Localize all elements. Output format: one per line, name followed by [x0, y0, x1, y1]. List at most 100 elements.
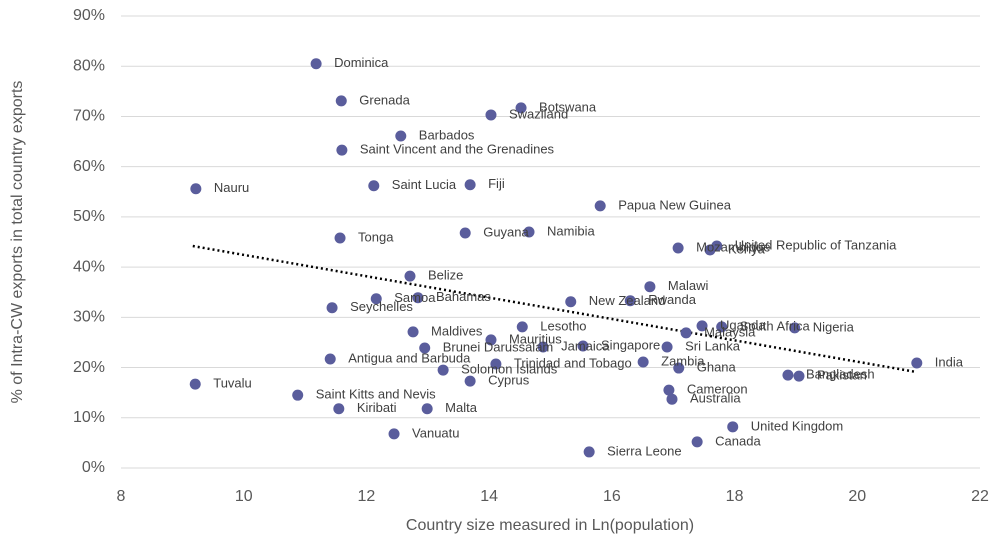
point — [711, 240, 723, 252]
y-tick-label: 90% — [73, 7, 105, 24]
y-tick-label: 20% — [73, 359, 105, 376]
point — [421, 403, 433, 415]
point-label: Tuvalu — [213, 376, 252, 391]
point — [789, 322, 801, 334]
point — [727, 421, 739, 433]
point — [666, 393, 678, 405]
point-label: Saint Vincent and the Grenadines — [360, 142, 555, 157]
point-label: Guyana — [483, 224, 529, 239]
point — [437, 364, 449, 376]
point — [334, 232, 346, 244]
y-tick-label: 40% — [73, 258, 105, 275]
point-label: Maldives — [431, 323, 483, 338]
point-label: Saint Lucia — [392, 177, 457, 192]
x-tick-label: 10 — [235, 488, 253, 505]
point-label: Zambia — [661, 353, 705, 368]
x-tick-label: 16 — [603, 488, 621, 505]
trendline — [192, 244, 918, 374]
point — [565, 296, 577, 308]
point — [404, 270, 416, 282]
point — [696, 320, 708, 332]
point-label: Vanuatu — [412, 425, 459, 440]
point-label: Samoa — [394, 290, 436, 305]
point — [523, 226, 535, 238]
point-label: Botswana — [539, 99, 597, 114]
point — [419, 342, 431, 354]
point — [644, 281, 656, 293]
point-label: Australia — [690, 391, 741, 406]
point-label: Singapore — [601, 337, 660, 352]
point — [691, 436, 703, 448]
point — [490, 358, 502, 370]
point-label: Mauritius — [509, 331, 562, 346]
point — [189, 378, 201, 390]
point — [661, 341, 673, 353]
point — [680, 327, 692, 339]
y-tick-label: 30% — [73, 309, 105, 326]
point-label: Nigeria — [813, 319, 855, 334]
point-label: Trinidad and Tobago — [514, 355, 632, 370]
x-tick-label: 20 — [848, 488, 866, 505]
point-label: Bahamas — [436, 289, 491, 304]
point — [368, 180, 380, 192]
point — [326, 302, 338, 314]
point — [395, 130, 407, 142]
point-label: Barbados — [419, 127, 475, 142]
point-label: Bangladesh — [806, 367, 875, 382]
point-label: Kiribati — [357, 400, 397, 415]
point-label: Lesotho — [540, 318, 586, 333]
point-label: Malawi — [668, 278, 709, 293]
point — [370, 293, 382, 305]
point — [464, 375, 476, 387]
point — [516, 321, 528, 333]
point-label: Dominica — [334, 55, 389, 70]
point-label: Uganda — [720, 317, 766, 332]
x-tick-label: 18 — [726, 488, 744, 505]
point-label: India — [935, 354, 964, 369]
point — [594, 200, 606, 212]
point — [485, 109, 497, 121]
point — [793, 370, 805, 382]
point — [459, 227, 471, 239]
point-label: Namibia — [547, 223, 595, 238]
point-label: Antigua and Barbuda — [348, 350, 471, 365]
point — [324, 353, 336, 365]
y-tick-label: 60% — [73, 158, 105, 175]
point — [335, 95, 347, 107]
point — [412, 292, 424, 304]
y-tick-label: 10% — [73, 409, 105, 426]
point-label: Saint Kitts and Nevis — [316, 387, 436, 402]
point-label: Malaysia — [704, 324, 756, 339]
point-label: Swaziland — [509, 106, 568, 121]
point-label: Belize — [428, 268, 463, 283]
x-tick-label: 12 — [358, 488, 376, 505]
x-tick-label: 8 — [117, 488, 126, 505]
point — [583, 446, 595, 458]
point-label: Ghana — [697, 359, 737, 374]
point-label: Cameroon — [687, 382, 748, 397]
point — [292, 389, 304, 401]
point-label: Brunei Darussalam — [443, 339, 554, 354]
point — [672, 242, 684, 254]
x-tick-label: 22 — [971, 488, 989, 505]
x-tick-label: 14 — [480, 488, 498, 505]
point-label: Solomon Islands — [461, 362, 558, 377]
point-label: Tonga — [358, 229, 394, 244]
point-label: New Zealand — [589, 293, 666, 308]
point-label: Rwanda — [648, 292, 696, 307]
x-axis-label: Country size measured in Ln(population) — [406, 517, 694, 534]
point — [577, 340, 589, 352]
point-label: Papua New Guinea — [618, 197, 732, 212]
point-label: United Kingdom — [751, 418, 844, 433]
point — [485, 334, 497, 346]
point — [407, 326, 419, 338]
point-label: South Africa — [740, 318, 811, 333]
y-axis-label: % of Intra-CW exports in total country e… — [9, 81, 26, 404]
point-label: Canada — [715, 433, 761, 448]
y-tick-label: 70% — [73, 108, 105, 125]
point — [716, 321, 728, 333]
point — [663, 384, 675, 396]
point — [537, 341, 549, 353]
point — [190, 183, 202, 195]
